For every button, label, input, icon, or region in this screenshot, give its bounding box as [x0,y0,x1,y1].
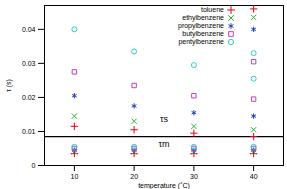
svg-text:0.03: 0.03 [22,60,36,67]
html-text:pentylbenzene: pentylbenzene [178,38,224,45]
svg-text:temperature (˚C): temperature (˚C) [138,182,190,189]
svg-text:0: 0 [32,162,36,169]
svg-text:τm: τm [158,139,169,149]
svg-text:30: 30 [190,173,198,180]
html-text:ethylbenzene: ethylbenzene [182,14,224,21]
svg-text:40: 40 [250,173,258,180]
svg-text:τs: τs [160,114,169,124]
svg-text:0.02: 0.02 [22,94,36,101]
svg-text:τ (s): τ (s) [5,79,13,92]
svg-text:10: 10 [70,173,78,180]
html-text:toluene: toluene [201,6,224,13]
svg-text:0.01: 0.01 [22,128,36,135]
html-text:butylbenzene: butylbenzene [182,30,224,37]
svg-text:20: 20 [130,173,138,180]
svg-text:0.04: 0.04 [22,26,36,33]
html-text:propylbenzene: propylbenzene [178,22,224,29]
